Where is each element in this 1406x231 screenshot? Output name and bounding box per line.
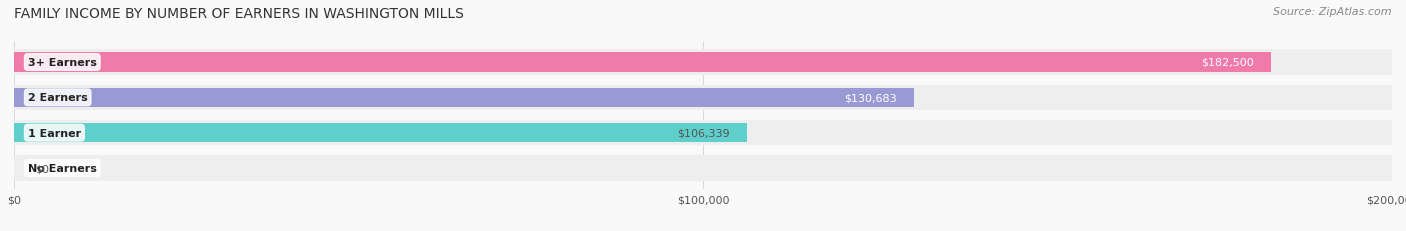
Text: $130,683: $130,683 bbox=[845, 93, 897, 103]
Text: $182,500: $182,500 bbox=[1201, 58, 1254, 68]
Text: $0: $0 bbox=[35, 163, 49, 173]
Bar bbox=[14, 156, 1392, 181]
Bar bbox=[14, 50, 1392, 75]
Text: FAMILY INCOME BY NUMBER OF EARNERS IN WASHINGTON MILLS: FAMILY INCOME BY NUMBER OF EARNERS IN WA… bbox=[14, 7, 464, 21]
Text: $106,339: $106,339 bbox=[676, 128, 730, 138]
Bar bbox=[14, 123, 747, 143]
Bar bbox=[14, 88, 914, 108]
Text: No Earners: No Earners bbox=[28, 163, 97, 173]
Bar bbox=[14, 53, 1271, 72]
Text: 3+ Earners: 3+ Earners bbox=[28, 58, 97, 68]
Bar bbox=[14, 120, 1392, 146]
Text: 1 Earner: 1 Earner bbox=[28, 128, 82, 138]
Text: Source: ZipAtlas.com: Source: ZipAtlas.com bbox=[1274, 7, 1392, 17]
Bar bbox=[14, 85, 1392, 111]
Text: 2 Earners: 2 Earners bbox=[28, 93, 87, 103]
